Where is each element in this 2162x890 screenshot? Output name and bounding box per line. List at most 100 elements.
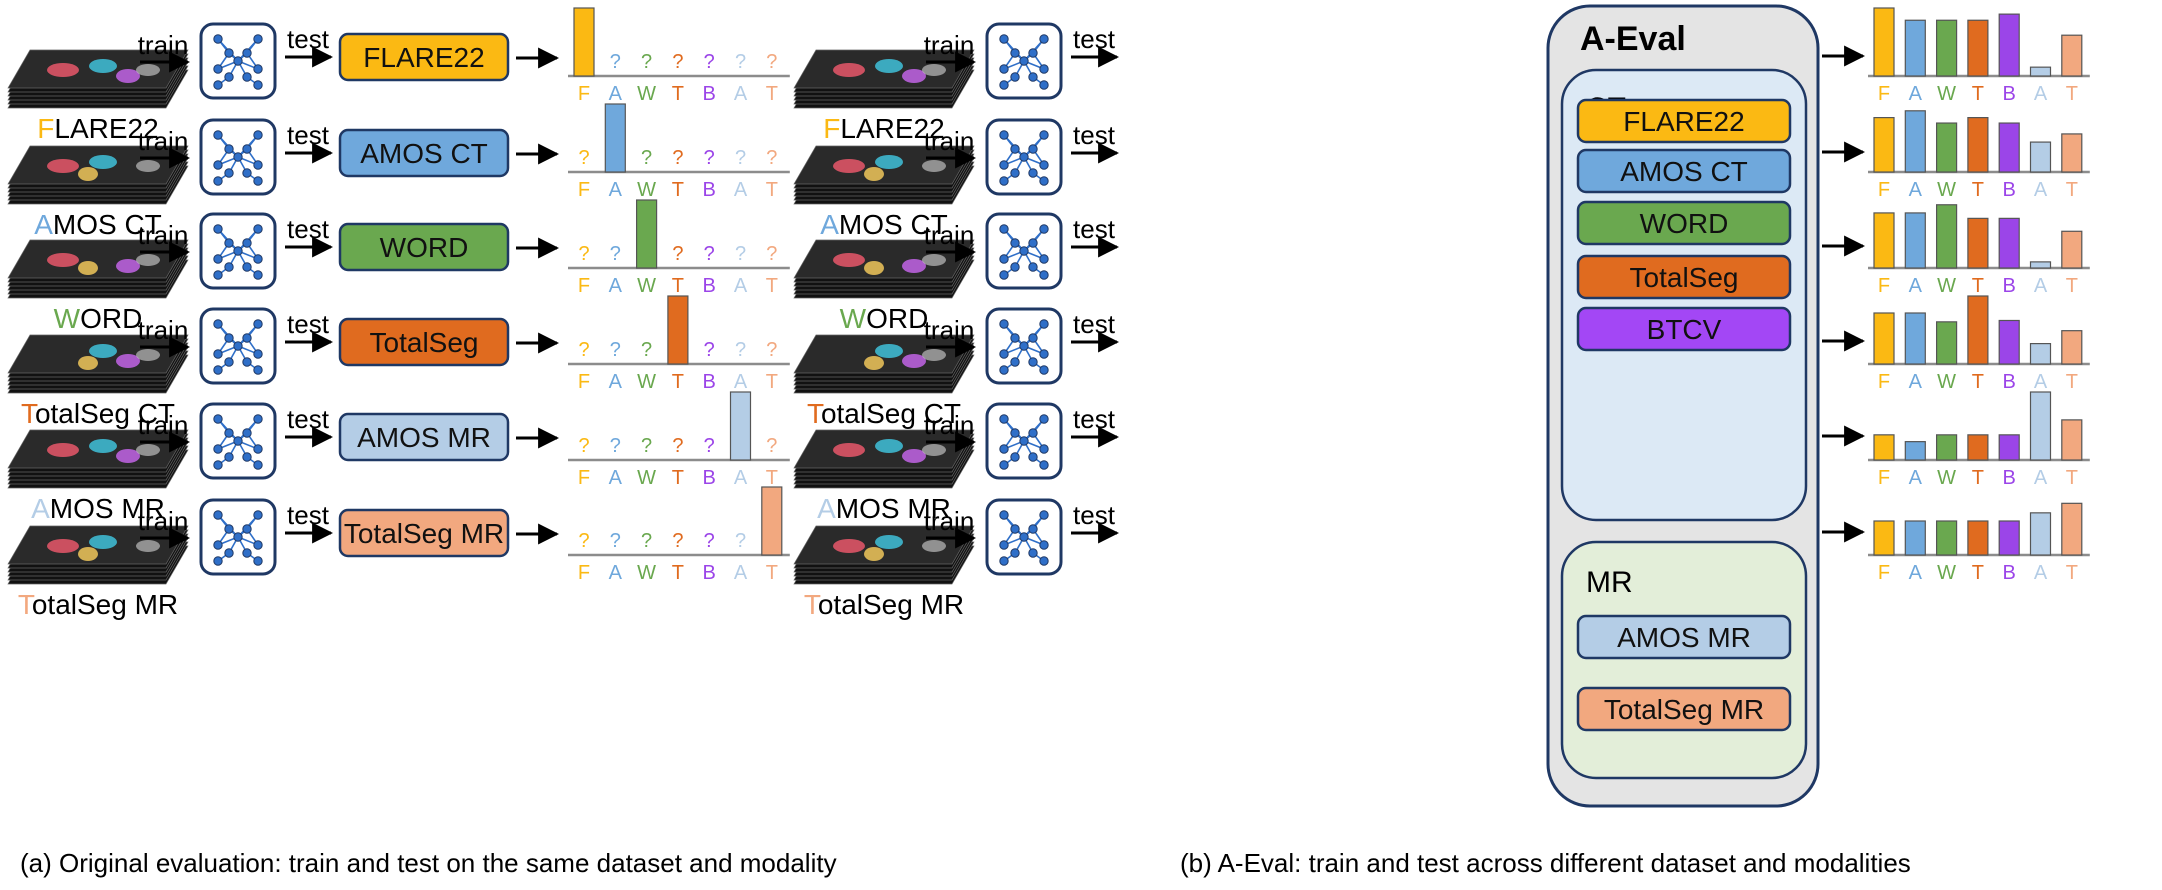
- mr-box-2-label: TotalSeg MR: [1604, 694, 1764, 725]
- bar-F: [1873, 212, 1895, 269]
- unknown-value-mark: ?: [641, 339, 652, 361]
- bar-T: [667, 295, 689, 365]
- axis-letter-T: T: [766, 275, 778, 297]
- unknown-value-mark: ?: [766, 147, 777, 169]
- unknown-value-mark: ?: [704, 243, 715, 265]
- axis-letter-A: A: [2034, 83, 2048, 105]
- unknown-value-mark: ?: [578, 147, 589, 169]
- ct-box-3: WORD: [1576, 200, 1792, 246]
- bar-A: [729, 391, 752, 461]
- axis-letter-W: W: [1937, 467, 1956, 489]
- neural-network-icon: [199, 118, 277, 196]
- axis-letter-T: T: [1972, 467, 1984, 489]
- axis-letter-A: A: [609, 467, 623, 489]
- bar-A: [1904, 19, 1926, 77]
- axis-letter-A: A: [734, 562, 748, 584]
- axis-letter-A: A: [1909, 467, 1923, 489]
- axis-letter-B: B: [703, 83, 716, 105]
- bar-chart-a-row-6: ?F?A?W?T?B?A T: [568, 486, 790, 584]
- test-dataset-box-label: AMOS CT: [360, 138, 488, 169]
- test-label: test: [287, 24, 330, 54]
- unknown-value-mark: ?: [704, 530, 715, 552]
- bar-B: [1998, 434, 2020, 461]
- unknown-value-mark: ?: [735, 530, 746, 552]
- axis-letter-A: A: [609, 83, 623, 105]
- axis-letter-B: B: [2003, 371, 2016, 393]
- dataset-name: TotalSeg CT: [21, 398, 175, 429]
- unknown-value-mark: ?: [704, 339, 715, 361]
- bar-T: [1967, 295, 1989, 365]
- axis-letter-B: B: [703, 179, 716, 201]
- test-dataset-box: TotalSeg MR: [338, 508, 510, 558]
- bar-A: [1904, 110, 1926, 173]
- unknown-value-mark: ?: [610, 243, 621, 265]
- unknown-value-mark: ?: [672, 147, 683, 169]
- axis-letter-T: T: [766, 83, 778, 105]
- axis-letter-T: T: [672, 83, 684, 105]
- ct-box-5: BTCV: [1576, 306, 1792, 352]
- axis-letter-A: A: [1909, 275, 1923, 297]
- axis-letter-B: B: [2003, 467, 2016, 489]
- neural-network-icon: [985, 22, 1063, 100]
- axis-letter-F: F: [1878, 275, 1890, 297]
- bar-A: [1904, 441, 1926, 461]
- unknown-value-mark: ?: [641, 530, 652, 552]
- test-label: test: [1073, 500, 1116, 530]
- ct-scan-thumbnail-icon: [793, 525, 975, 585]
- neural-network-icon: [199, 498, 277, 576]
- bar-T: [2061, 502, 2083, 556]
- axis-letter-W: W: [637, 371, 656, 393]
- unknown-value-mark: ?: [735, 243, 746, 265]
- ct-scan-thumbnail-icon: [793, 429, 975, 489]
- bar-A: [1904, 212, 1926, 269]
- axis-letter-W: W: [1937, 275, 1956, 297]
- unknown-value-mark: ?: [672, 51, 683, 73]
- bar-F: [573, 7, 595, 77]
- axis-letter-B: B: [2003, 179, 2016, 201]
- axis-letter-W: W: [1937, 371, 1956, 393]
- ct-box-1-label: FLARE22: [1623, 106, 1744, 137]
- test-dataset-box-label: TotalSeg: [370, 327, 479, 358]
- dataset-name: AMOS CT: [820, 209, 948, 240]
- axis-letter-A: A: [734, 467, 748, 489]
- neural-network-icon: [985, 212, 1063, 290]
- dataset-name: AMOS CT: [34, 209, 162, 240]
- mr-box-1-label: AMOS MR: [1617, 622, 1751, 653]
- bar-F: [1873, 520, 1895, 556]
- bar-F: [1873, 312, 1895, 365]
- test-dataset-box-label: WORD: [380, 232, 469, 263]
- pipeline-row-a-1: FLARE22 train test FLARE22 F? A? W? T? B? A? T: [7, 7, 790, 144]
- axis-letter-F: F: [1878, 562, 1890, 584]
- neural-network-icon: [199, 402, 277, 480]
- axis-letter-T: T: [2066, 467, 2078, 489]
- unknown-value-mark: ?: [610, 530, 621, 552]
- ct-box-2: AMOS CT: [1576, 148, 1792, 194]
- unknown-value-mark: ?: [766, 51, 777, 73]
- axis-letter-F: F: [578, 83, 590, 105]
- axis-letter-W: W: [1937, 83, 1956, 105]
- neural-network-icon: [985, 307, 1063, 385]
- bar-B: [1998, 217, 2020, 269]
- train-label: train: [138, 315, 189, 345]
- bar-B: [1998, 520, 2020, 556]
- test-label: test: [287, 500, 330, 530]
- dataset-name: AMOS MR: [817, 493, 951, 524]
- axis-letter-T: T: [766, 562, 778, 584]
- bar-T: [2061, 34, 2083, 77]
- ct-box-3-label: WORD: [1640, 208, 1729, 239]
- bar-T: [1967, 116, 1989, 173]
- axis-letter-A: A: [734, 275, 748, 297]
- train-label: train: [138, 30, 189, 60]
- axis-letter-F: F: [578, 467, 590, 489]
- train-label: train: [924, 315, 975, 345]
- unknown-value-mark: ?: [735, 51, 746, 73]
